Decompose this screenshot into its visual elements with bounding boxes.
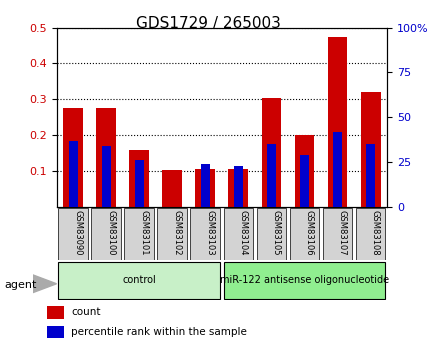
FancyBboxPatch shape [322,208,352,260]
Text: GSM83100: GSM83100 [106,210,115,255]
Bar [47,306,64,318]
Bar [228,169,248,207]
Bar [162,170,182,207]
Text: GSM83101: GSM83101 [139,210,148,255]
Polygon shape [33,275,56,293]
FancyBboxPatch shape [58,208,88,260]
Bar [365,144,374,207]
Text: GSM83106: GSM83106 [304,210,313,256]
FancyBboxPatch shape [289,208,319,260]
Text: GSM83105: GSM83105 [271,210,280,255]
Bar [195,169,215,207]
Bar [294,135,314,207]
Text: count: count [71,307,101,317]
Text: GSM83090: GSM83090 [73,210,82,255]
Bar [129,150,149,207]
Bar [63,108,83,207]
Text: GSM83103: GSM83103 [205,210,214,256]
FancyBboxPatch shape [355,208,385,260]
Bar [266,144,275,207]
Bar [47,326,64,338]
Text: GSM83102: GSM83102 [172,210,181,255]
FancyBboxPatch shape [223,262,385,298]
Bar [332,132,341,207]
Bar [102,146,110,207]
Text: GSM83104: GSM83104 [238,210,247,255]
FancyBboxPatch shape [256,208,286,260]
FancyBboxPatch shape [223,208,253,260]
FancyBboxPatch shape [157,208,187,260]
Bar [201,164,209,207]
Bar [360,92,380,207]
FancyBboxPatch shape [91,208,121,260]
Bar [299,155,308,207]
Bar [327,37,347,207]
Bar [69,141,77,207]
Bar [233,166,242,207]
Text: GSM83107: GSM83107 [337,210,346,256]
Bar [96,108,116,207]
Text: GSM83108: GSM83108 [370,210,379,256]
Bar [261,98,281,207]
FancyBboxPatch shape [190,208,220,260]
Text: agent: agent [4,280,36,289]
FancyBboxPatch shape [124,208,154,260]
Text: percentile rank within the sample: percentile rank within the sample [71,327,247,337]
FancyBboxPatch shape [58,262,220,298]
Bar [135,160,143,207]
Text: control: control [122,275,156,285]
Text: miR-122 antisense oligonucleotide: miR-122 antisense oligonucleotide [220,275,388,285]
Text: GDS1729 / 265003: GDS1729 / 265003 [136,16,281,30]
